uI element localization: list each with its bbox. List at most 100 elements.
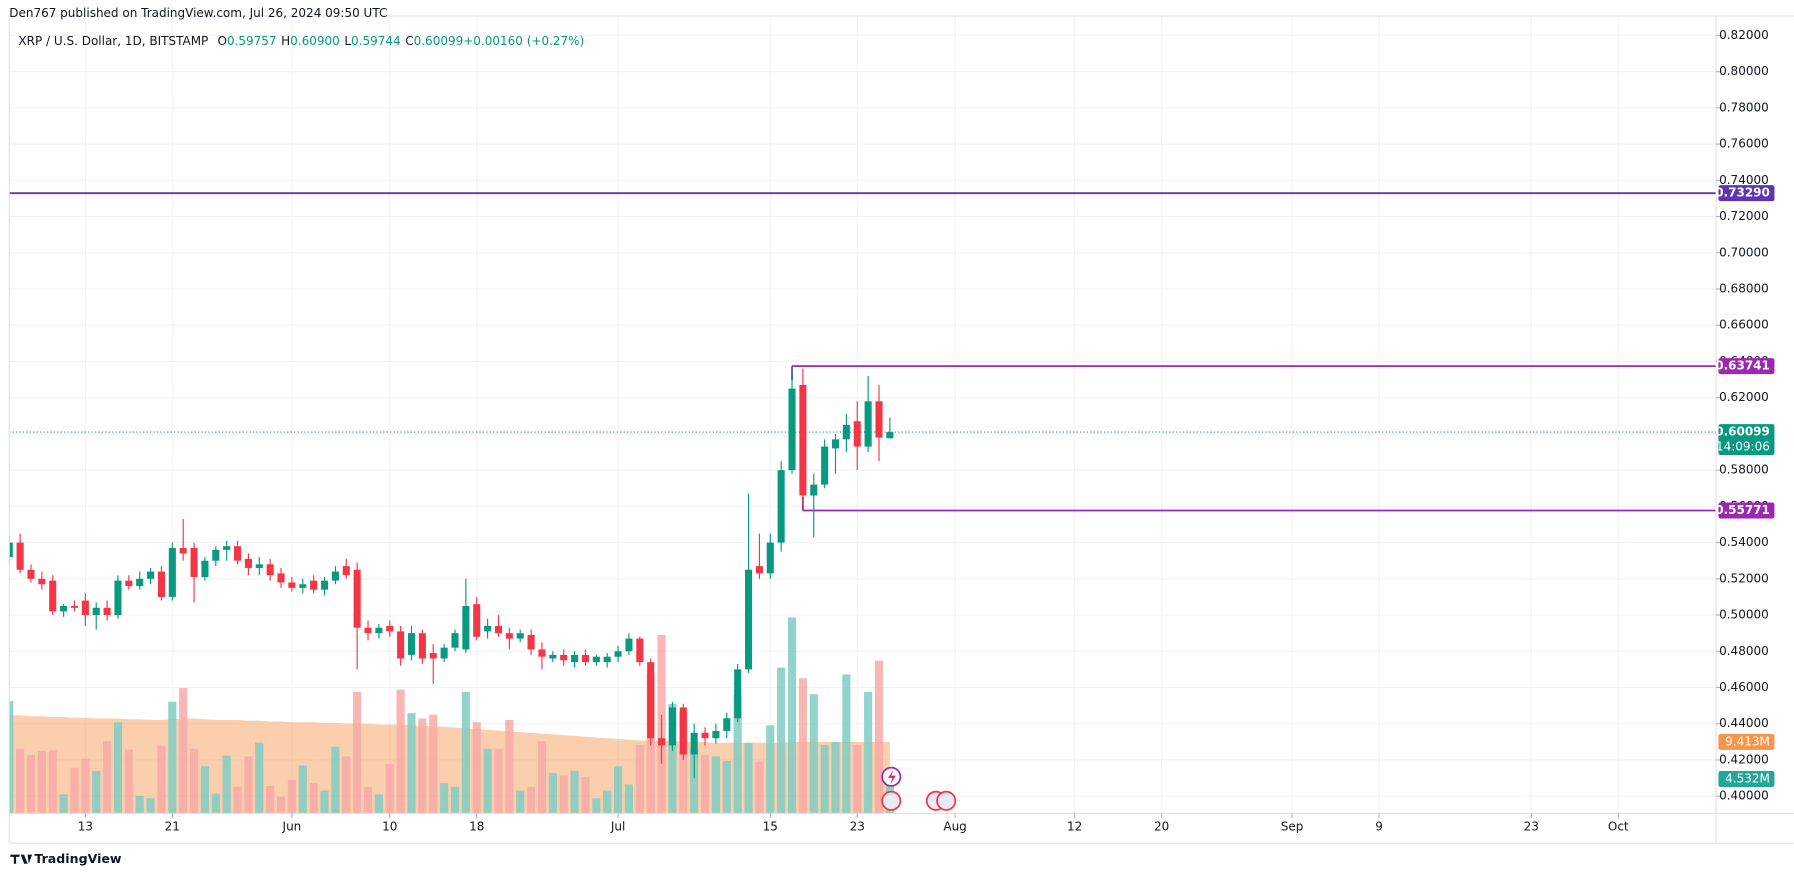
candle-body <box>810 484 818 496</box>
candle-body <box>788 388 796 471</box>
candle-body <box>712 730 720 739</box>
volume-bar <box>407 713 416 814</box>
candle-body <box>842 424 850 440</box>
volume-bar <box>179 688 188 814</box>
level-label: 0.73290 <box>1715 186 1770 200</box>
volume-bar <box>820 745 829 814</box>
volume-bar <box>777 667 786 814</box>
candle-body <box>831 439 840 449</box>
volume-bar <box>320 790 329 814</box>
y-tick-label: 0.52000 <box>1719 571 1769 585</box>
candle-body <box>201 560 209 578</box>
candle-body <box>821 446 829 485</box>
candle-body <box>625 638 633 652</box>
candle-body <box>494 625 503 634</box>
volume-bar <box>472 722 481 814</box>
candle-body <box>658 738 666 746</box>
candle-body <box>266 564 274 576</box>
legend-key: L <box>344 34 351 48</box>
symbol-title: XRP / U.S. Dollar, 1D, BITSTAMP <box>18 34 208 48</box>
level-label-box <box>1718 185 1775 202</box>
volume-bar <box>722 760 731 814</box>
volume-bar <box>624 784 634 814</box>
candle-body <box>277 573 285 583</box>
x-tick-label: 21 <box>165 820 180 834</box>
volume-bar <box>48 750 57 814</box>
volume-bar <box>483 748 492 814</box>
volume-label: 9.413M <box>1725 734 1770 748</box>
candle-body <box>407 633 416 655</box>
candle-body <box>38 578 46 585</box>
level-label-box <box>1718 502 1775 519</box>
volume-bar <box>516 790 525 814</box>
countdown: 14:09:06 <box>1716 439 1770 453</box>
candle-body <box>581 654 589 663</box>
x-tick-label: 18 <box>469 820 484 834</box>
volume-bar <box>787 617 797 814</box>
y-tick-label: 0.70000 <box>1719 245 1769 259</box>
volume-bar <box>103 741 112 814</box>
volume-bar <box>570 770 579 814</box>
y-tick-label: 0.48000 <box>1719 644 1769 658</box>
x-tick-label: 20 <box>1154 820 1169 834</box>
candle-body <box>103 607 111 616</box>
candle-body <box>114 580 122 616</box>
y-tick-label: 0.80000 <box>1719 64 1769 78</box>
candle-body <box>342 566 350 576</box>
volume-bar <box>146 798 155 814</box>
volume-bar <box>559 775 568 814</box>
volume-bar <box>733 694 742 814</box>
candle-body <box>212 549 220 561</box>
candle-body <box>320 580 329 590</box>
volume-bar <box>113 722 123 814</box>
y-tick-label: 0.42000 <box>1719 752 1769 766</box>
volume-label-box <box>1718 770 1775 787</box>
volume-bar <box>700 754 710 814</box>
volume-bar <box>679 712 688 814</box>
candle-body <box>440 647 448 659</box>
y-tick-label: 0.44000 <box>1719 716 1769 730</box>
volume-bar <box>603 790 612 814</box>
volume-bar <box>342 756 351 814</box>
candle-body <box>136 578 144 587</box>
x-tick-label: Oct <box>1608 820 1629 834</box>
y-tick-label: 0.58000 <box>1719 463 1769 477</box>
volume-bar <box>690 749 699 814</box>
legend-value: 0.60900 <box>290 34 340 48</box>
candle-body <box>668 707 676 746</box>
volume-bar <box>396 689 405 814</box>
candle-body <box>744 569 753 670</box>
y-tick-label: 0.50000 <box>1719 608 1769 622</box>
candle-body <box>777 470 785 543</box>
volume-bar <box>92 770 101 814</box>
volume-bar <box>168 701 177 814</box>
volume-bar <box>276 796 286 814</box>
candle-body <box>70 605 79 608</box>
candle-body <box>864 401 872 447</box>
y-tick-label: 0.46000 <box>1719 680 1769 694</box>
volume-bar <box>353 691 362 814</box>
volume-bar <box>842 674 851 814</box>
volume-bar <box>874 660 884 814</box>
candle-body <box>549 654 557 659</box>
candle-body <box>375 627 383 634</box>
candle-body <box>886 432 894 439</box>
legend-value: 0.60099 <box>414 34 464 48</box>
volume-bar <box>37 751 46 814</box>
candle-body <box>875 401 883 438</box>
volume-bar <box>244 756 253 814</box>
candle-body <box>81 600 89 616</box>
volume-bar <box>527 786 536 814</box>
y-tick-label: 0.62000 <box>1719 390 1769 404</box>
volume-bar <box>809 694 818 814</box>
volume-bar <box>81 758 90 814</box>
candle-body <box>571 654 579 663</box>
candle-body <box>299 584 307 588</box>
candle-body <box>647 662 655 739</box>
candle-body <box>755 566 763 574</box>
y-tick-label: 0.74000 <box>1719 173 1769 187</box>
candle-body <box>418 633 426 659</box>
candle-body <box>679 707 687 755</box>
candle-body <box>462 605 470 650</box>
